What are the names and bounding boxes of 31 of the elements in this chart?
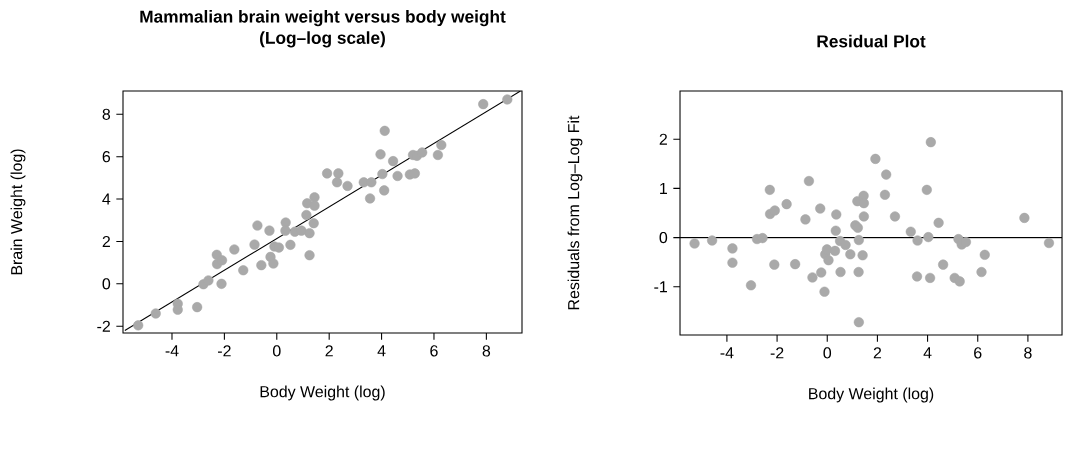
x-tick-label: -4 [165, 345, 179, 357]
y-tick-label: 0 [102, 278, 111, 290]
x-tick-label: 6 [430, 345, 438, 357]
y-tick-label: 2 [659, 133, 667, 145]
y-tick-label: 4 [102, 193, 111, 205]
x-tick-label: 0 [823, 347, 832, 359]
x-tick-label: 8 [1024, 347, 1032, 359]
x-tick-label: -2 [770, 347, 784, 359]
x-axis-title: Body Weight (log) [809, 387, 934, 403]
x-tick-label: 0 [272, 345, 281, 357]
x-tick-label: 8 [482, 345, 491, 357]
y-axis-title: Residuals from Log–Log Fit [567, 115, 583, 310]
x-axis-title: Body Weight (log) [260, 385, 385, 401]
y-tick-label: 8 [102, 108, 111, 120]
y-tick-label: -2 [97, 320, 110, 332]
x-tick-label: 6 [974, 347, 982, 359]
chart-subtitle: (Log–log scale) [260, 31, 385, 48]
chart-title: Residual Plot [817, 34, 926, 48]
x-tick-label: -2 [218, 345, 231, 357]
x-tick-label: 2 [325, 345, 333, 357]
x-tick-label: 4 [377, 345, 386, 357]
y-tick-label: 0 [659, 231, 668, 244]
y-tick-label: 6 [102, 151, 111, 163]
x-tick-label: -4 [720, 347, 734, 359]
x-tick-label: 2 [873, 347, 882, 359]
y-tick-label: 2 [102, 235, 110, 248]
x-tick-label: 4 [923, 347, 932, 359]
chart-title: Mammalian brain weight versus body weight [140, 10, 506, 27]
y-axis-title: Brain Weight (log) [10, 149, 26, 275]
y-tick-label: -1 [654, 281, 667, 293]
y-tick-label: 1 [660, 182, 667, 194]
